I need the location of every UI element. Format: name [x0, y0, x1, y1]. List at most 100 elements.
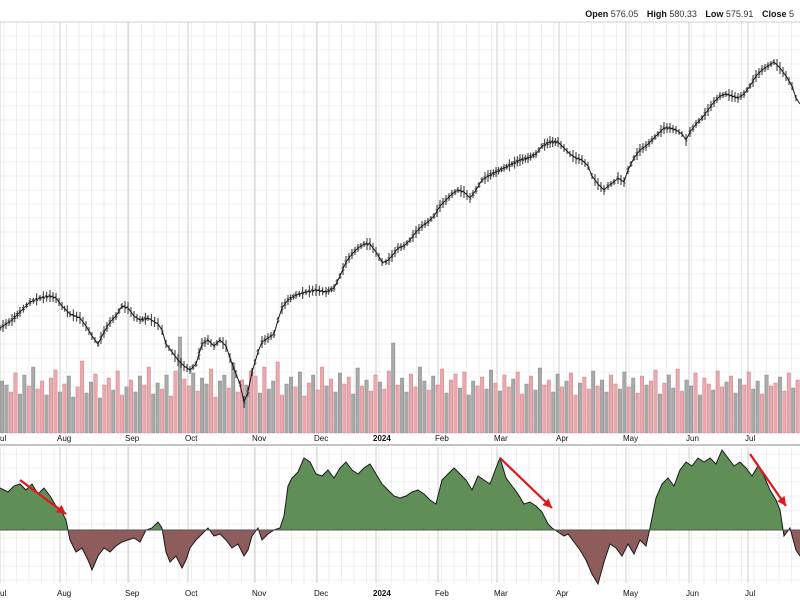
volume-bar: [733, 392, 738, 434]
volume-bar: [782, 390, 787, 434]
volume-bar: [551, 391, 556, 434]
volume-bar: [613, 383, 618, 434]
volume-bar: [182, 378, 187, 434]
volume-bar: [533, 389, 538, 434]
volume-bar: [311, 374, 316, 434]
volume-bar: [49, 377, 53, 434]
volume-bar: [502, 374, 507, 434]
volume-bar: [786, 372, 791, 434]
volume-bar: [702, 377, 707, 434]
x-tick-label: May: [623, 434, 638, 443]
volume-bar: [395, 384, 400, 434]
volume-bar: [751, 388, 756, 434]
x-tick-label: Aug: [57, 589, 71, 598]
volume-bar: [573, 394, 578, 434]
volume-bar: [97, 397, 102, 434]
ohlc-header: Open 576.05 High 580.33 Low 575.91 Close…: [585, 9, 800, 19]
x-tick-label: Apr: [556, 589, 569, 598]
volume-bar: [564, 380, 569, 434]
volume-bar: [71, 396, 76, 434]
volume-bar: [235, 391, 240, 434]
volume-bar: [426, 389, 431, 434]
volume-bar: [146, 366, 151, 434]
high-value: 580.33: [669, 9, 697, 19]
volume-bar: [213, 396, 218, 434]
volume-bar: [9, 391, 13, 434]
volume-bar: [244, 384, 249, 434]
volume-bar: [773, 382, 778, 434]
x-tick-label: Feb: [435, 434, 449, 443]
volume-bar: [595, 385, 600, 434]
volume-bar: [26, 385, 31, 434]
volume-bar: [791, 387, 796, 434]
volume-bar: [489, 369, 493, 434]
volume-bar: [204, 383, 209, 434]
x-tick-label: Jul: [745, 589, 755, 598]
x-tick-label: Mar: [494, 434, 508, 443]
volume-bar: [31, 366, 36, 434]
volume-bar: [284, 383, 289, 434]
volume-bar: [444, 392, 449, 434]
volume-bar: [720, 386, 725, 434]
x-tick-label: Apr: [556, 434, 569, 443]
volume-bar: [382, 388, 387, 434]
volume-bar: [391, 342, 396, 434]
volume-bar: [324, 385, 329, 434]
volume-bar: [617, 388, 622, 434]
volume-bar: [222, 374, 227, 434]
volume-bar: [22, 374, 27, 434]
x-tick-label: May: [623, 589, 638, 598]
volume-bar: [404, 391, 409, 434]
volume-bar: [275, 361, 280, 434]
volume-bar: [622, 371, 627, 434]
volume-bar: [17, 393, 22, 434]
volume-bar: [471, 380, 476, 434]
volume-bar: [555, 373, 560, 434]
trend-arrow-head: [542, 498, 552, 508]
low-label: Low: [705, 9, 724, 19]
volume-bar: [173, 370, 178, 434]
volume-bar: [351, 393, 356, 434]
volume-bar: [342, 383, 347, 434]
x-tick-label: Sep: [125, 589, 140, 598]
x-tick-label: Jul: [745, 434, 755, 443]
volume-bar: [609, 374, 613, 434]
volume-bar: [369, 390, 373, 434]
volume-bar: [364, 379, 369, 434]
volume-bar: [546, 379, 551, 434]
volume-bar: [529, 375, 533, 434]
x-tick-label: Mar: [494, 589, 508, 598]
volume-bar: [484, 388, 489, 434]
volume-bar: [160, 388, 165, 434]
volume-bar: [635, 392, 640, 434]
x-tick-label: Oct: [185, 434, 198, 443]
trend-arrow-line: [499, 457, 553, 509]
volume-bar: [689, 385, 693, 434]
volume-bar: [346, 376, 351, 434]
trend-arrow-line: [19, 479, 67, 515]
volume-bar: [711, 389, 716, 434]
volume-bar: [226, 387, 231, 434]
oscillator-x-axis: ul Aug Sep Oct Nov Dec 2024 Feb Mar Apr May Jun Jul: [0, 589, 755, 598]
volume-bar: [640, 375, 645, 434]
volume-bar: [53, 369, 58, 434]
volume-bar: [457, 387, 462, 434]
volume-bar: [111, 389, 116, 434]
volume-bar: [129, 379, 133, 434]
volume-bar: [675, 368, 680, 434]
volume-bar: [302, 395, 307, 434]
volume-bar: [537, 367, 542, 434]
volume-bar: [373, 374, 378, 434]
oscillator-line: [0, 449, 800, 586]
volume-bar: [231, 362, 236, 434]
volume-bar: [253, 375, 258, 434]
volume-bar: [795, 379, 800, 434]
x-tick-label: Dec: [314, 589, 328, 598]
volume-bar: [569, 372, 573, 434]
volume-bar: [293, 386, 298, 434]
volume-bar: [764, 374, 769, 434]
volume-bar: [453, 373, 458, 434]
volume-bar: [600, 379, 605, 434]
volume-bar: [320, 366, 325, 434]
